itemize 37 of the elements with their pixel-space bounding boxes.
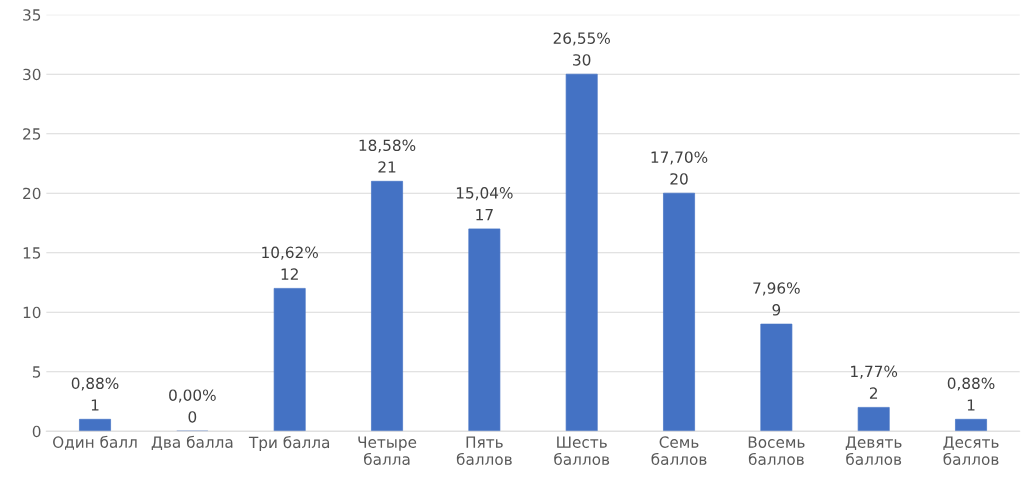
x-tick-label: Семь баллов	[651, 436, 707, 465]
y-tick-label: 10	[23, 306, 41, 319]
bar	[79, 418, 111, 432]
data-label: 0,00% 0	[169, 389, 216, 423]
y-tick-label: 30	[23, 68, 41, 81]
data-label: 17,70% 20	[651, 151, 708, 185]
data-label: 0,88% 1	[947, 377, 995, 411]
data-label: 15,04% 17	[456, 187, 513, 221]
x-tick-label: Шесть баллов	[554, 436, 610, 465]
bar	[371, 180, 403, 432]
bar	[273, 288, 306, 432]
y-tick-label: 35	[23, 9, 41, 21]
bar	[663, 192, 695, 432]
x-tick-label: Восемь баллов	[748, 436, 805, 465]
x-tick-label: Четыре балла	[358, 436, 417, 465]
data-label: 7,96% 9	[753, 282, 800, 316]
data-label: 1,77% 2	[851, 365, 898, 399]
x-tick-label: Два балла	[151, 435, 233, 451]
data-label: 26,55% 30	[553, 32, 610, 66]
x-tick-label: Девять баллов	[845, 436, 902, 465]
x-tick-label: Десять баллов	[943, 436, 999, 465]
x-tick-label: Три балла	[248, 436, 330, 452]
y-tick-label: 15	[23, 247, 41, 259]
x-tick-label: Пять баллов	[456, 436, 512, 465]
data-label: 10,62% 12	[262, 246, 318, 280]
data-label: 0,88% 1	[71, 377, 119, 411]
bar	[565, 73, 598, 432]
bar	[857, 407, 890, 432]
y-tick-label: 20	[23, 187, 41, 200]
x-tick-label: Один балл	[53, 435, 137, 450]
bar	[955, 418, 987, 432]
y-tick-label: 5	[32, 366, 41, 378]
y-tick-label: 25	[23, 128, 41, 140]
bar	[468, 228, 501, 432]
bar	[760, 323, 793, 432]
data-label: 18,58% 21	[359, 139, 416, 173]
y-tick-label: 0	[32, 425, 41, 438]
